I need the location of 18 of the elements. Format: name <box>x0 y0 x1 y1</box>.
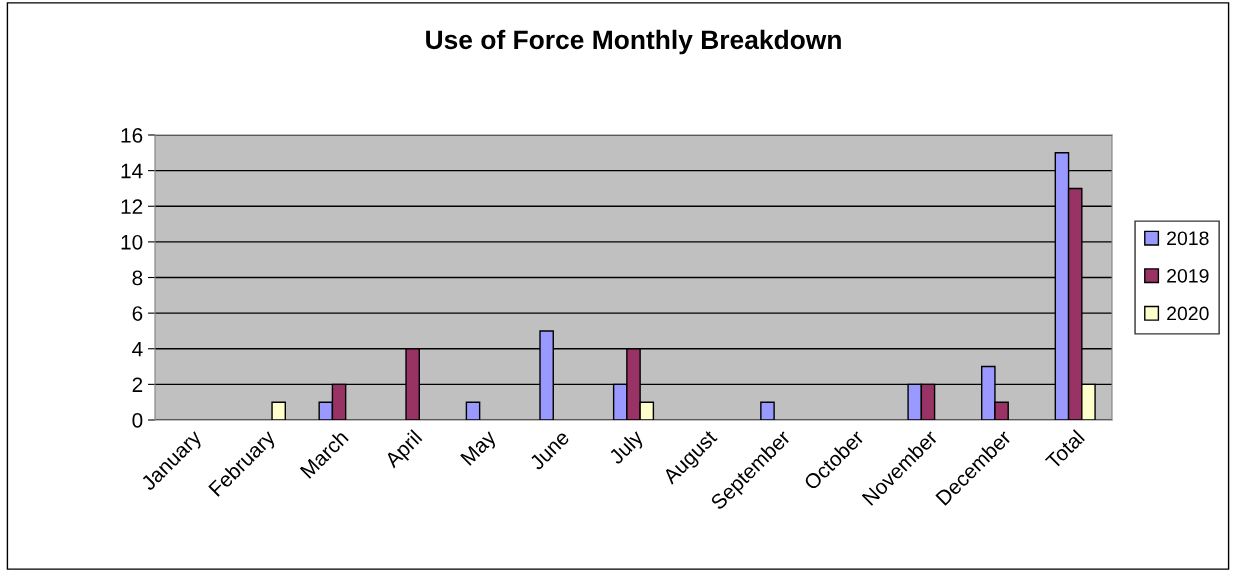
y-tick-label: 6 <box>132 306 143 321</box>
y-tick-label: 0 <box>132 413 143 428</box>
chart-title: Use of Force Monthly Breakdown <box>426 29 841 55</box>
y-tick-label: 12 <box>121 199 143 214</box>
bar <box>760 401 775 420</box>
legend-label: 2019 <box>1167 268 1209 283</box>
legend-label: 2018 <box>1167 231 1209 246</box>
y-tick-label: 2 <box>132 377 143 392</box>
y-tick-label: 10 <box>121 234 143 250</box>
x-tick-label: May <box>460 428 500 469</box>
x-tick-label: July <box>607 428 648 469</box>
y-tick-label: 16 <box>121 128 143 143</box>
bar <box>271 401 286 420</box>
y-tick-label: 4 <box>132 341 143 357</box>
bar <box>465 401 481 420</box>
y-tick-label: 8 <box>132 270 143 286</box>
y-tick-label: 14 <box>121 163 143 179</box>
legend-label: 2020 <box>1167 306 1209 321</box>
